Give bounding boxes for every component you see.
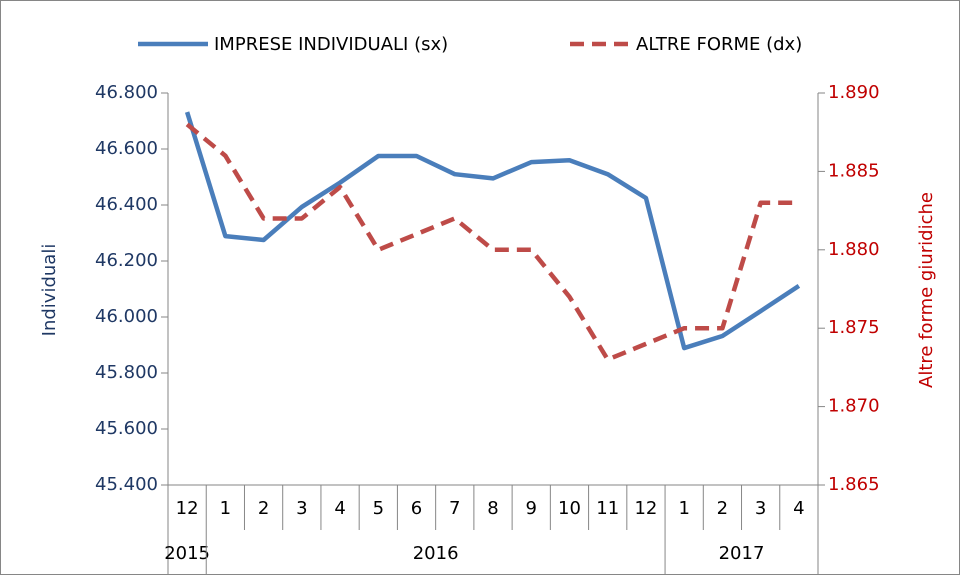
legend-label: IMPRESE INDIVIDUALI (sx) <box>214 34 448 55</box>
x-tick-label: 1 <box>220 498 231 519</box>
y-axis-title: Individuali <box>39 244 60 337</box>
y-tick-label: 45.600 <box>95 418 158 439</box>
x-tick-label: 12 <box>176 498 199 519</box>
y-tick-label: 46.000 <box>95 306 158 327</box>
x-tick-label: 5 <box>373 498 384 519</box>
y-tick-label: 46.600 <box>95 138 158 159</box>
x-tick-label: 1 <box>678 498 689 519</box>
y2-tick-label: 1.890 <box>828 82 880 103</box>
x-tick-label: 8 <box>487 498 498 519</box>
x-tick-label: 7 <box>449 498 460 519</box>
x-tick-label: 2 <box>717 498 728 519</box>
x-tick-label: 10 <box>558 498 581 519</box>
x-tick-label: 11 <box>596 498 619 519</box>
y2-tick-label: 1.870 <box>828 396 880 417</box>
year-label: 2015 <box>164 543 210 564</box>
y-tick-label: 46.200 <box>95 250 158 271</box>
series-line <box>184 111 801 351</box>
x-tick-label: 6 <box>411 498 422 519</box>
x-tick-label: 3 <box>755 498 766 519</box>
x-tick-label: 3 <box>296 498 307 519</box>
x-tick-label: 4 <box>793 498 804 519</box>
year-label: 2016 <box>413 543 459 564</box>
y-tick-label: 46.800 <box>95 82 158 103</box>
y-tick-label: 45.400 <box>95 474 158 495</box>
x-tick-label: 4 <box>334 498 345 519</box>
y2-tick-label: 1.885 <box>828 160 880 181</box>
x-tick-label: 2 <box>258 498 269 519</box>
y2-tick-label: 1.865 <box>828 474 880 495</box>
legend-label: ALTRE FORME (dx) <box>636 34 802 55</box>
y2-tick-label: 1.880 <box>828 239 880 260</box>
x-tick-label: 12 <box>634 498 657 519</box>
x-tick-label: 9 <box>526 498 537 519</box>
y2-tick-label: 1.875 <box>828 317 880 338</box>
series-line <box>185 122 799 362</box>
y-tick-label: 45.800 <box>95 362 158 383</box>
y-tick-label: 46.400 <box>95 194 158 215</box>
year-label: 2017 <box>719 543 765 564</box>
y2-axis-title: Altre forme giuridiche <box>916 192 937 388</box>
